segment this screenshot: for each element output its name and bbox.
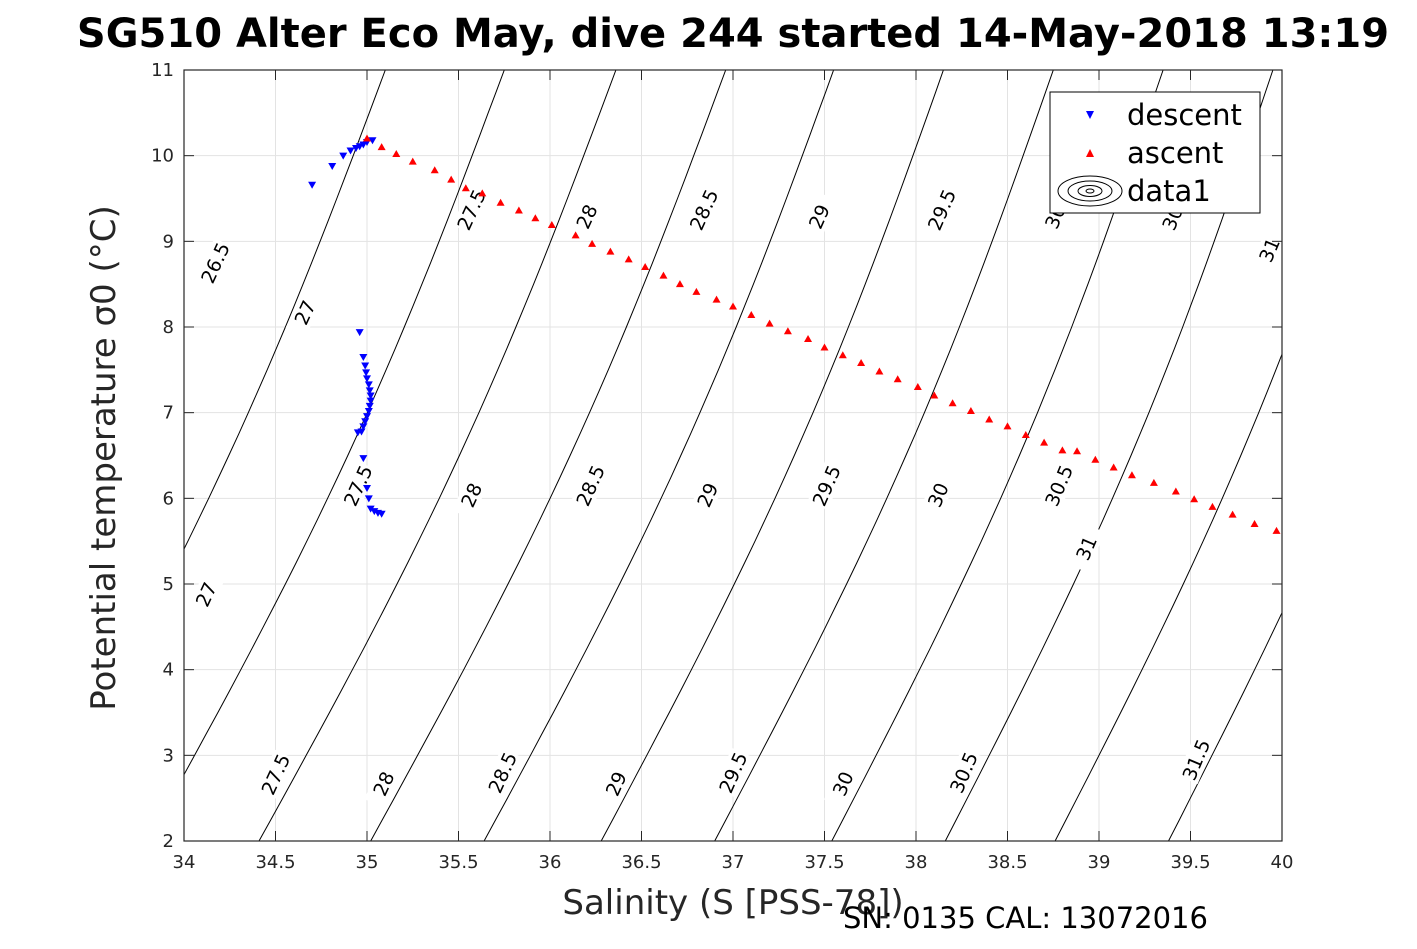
x-tick-label: 35 [356,852,379,873]
x-tick-label: 36 [539,852,562,873]
x-tick-label: 38.5 [987,852,1027,873]
legend-label-data1: data1 [1127,174,1211,208]
y-tick-label: 6 [163,488,174,509]
y-tick-label: 11 [151,60,174,81]
x-tick-label: 34.5 [255,852,295,873]
x-tick-label: 39.5 [1170,852,1210,873]
x-tick-label: 35.5 [438,852,478,873]
chart-title: SG510 Alter Eco May, dive 244 started 14… [77,11,1389,57]
x-tick-label: 40 [1271,852,1294,873]
legend-label-descent: descent [1127,98,1242,132]
y-tick-label: 4 [163,660,174,681]
x-tick-label: 38 [905,852,928,873]
x-tick-label: 34 [173,852,196,873]
x-tick-label: 37.5 [804,852,844,873]
y-tick-label: 8 [163,317,174,338]
y-tick-label: 7 [163,403,174,424]
y-tick-label: 10 [151,146,174,167]
x-tick-label: 39 [1088,852,1111,873]
serial-calibration-footer: SN: 0135 CAL: 13072016 [843,901,1208,935]
x-tick-label: 37 [722,852,745,873]
y-tick-label: 5 [163,574,174,595]
y-tick-label: 9 [163,231,174,252]
y-tick-label: 3 [163,745,174,766]
x-tick-label: 36.5 [621,852,661,873]
legend-label-ascent: ascent [1127,136,1223,170]
y-tick-label: 2 [163,831,174,852]
legend: descent ascent data1 [1050,92,1260,213]
y-axis-label: Potential temperature σ0 (°C) [84,205,124,711]
